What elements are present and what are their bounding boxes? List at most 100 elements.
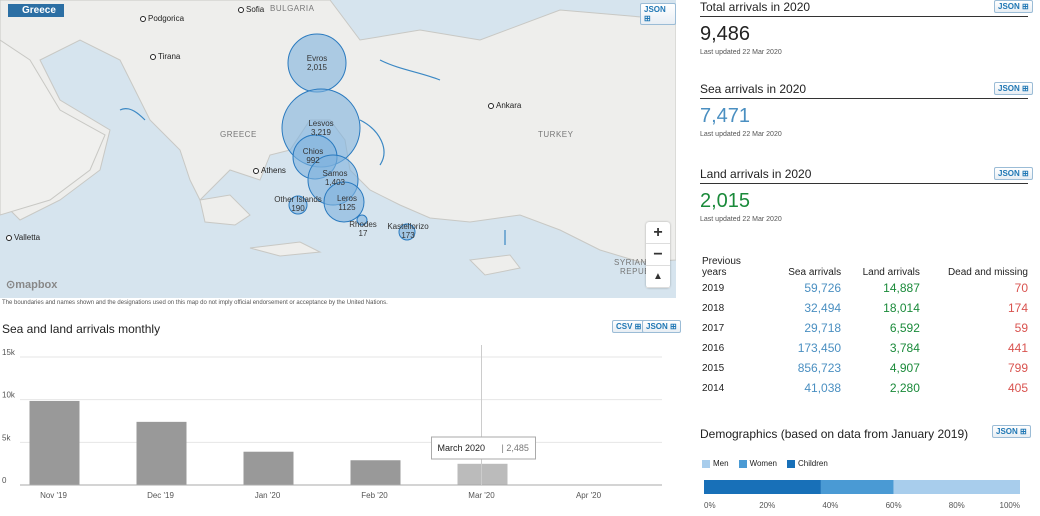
x-tick-label: Nov '19 <box>40 491 67 500</box>
region-greece: GREECE <box>220 130 257 139</box>
table-row: 2014 41,038 2,280 405 <box>700 378 1030 398</box>
bar-4 <box>457 463 508 485</box>
bubble-kastellorizo <box>398 223 416 241</box>
legend-men: Men <box>702 459 729 468</box>
cell-land: 14,887 <box>883 281 920 295</box>
monthly-bar-chart: 0 5k 10k 15k Nov '19 Dec '19 Jan '20 Feb '20 Mar… <box>2 345 662 500</box>
city-sofia: Sofia <box>238 5 264 14</box>
compass-icon[interactable]: ▲ <box>646 266 670 288</box>
demographics-legend: Men Women Children <box>702 459 828 468</box>
bubble-label-leros: Leros 1125 <box>336 194 358 212</box>
sea-arrivals-title: Sea arrivals in 2020 <box>700 82 1028 99</box>
sea-arrivals-block: Sea arrivals in 2020 7,471 Last updated … <box>700 82 1028 138</box>
cell-year: 2016 <box>702 342 725 354</box>
bubble-label-chios: Chios 992 <box>302 147 324 165</box>
total-arrivals-block: Total arrivals in 2020 9,486 Last update… <box>700 0 1028 56</box>
demo-segment-men <box>893 480 1020 494</box>
x-tick-label: Apr '20 <box>576 491 602 500</box>
y-tick-label: 5k <box>2 433 11 442</box>
map-json-button[interactable]: JSON ⊞ <box>640 3 676 25</box>
tooltip-text: March 2020 <box>438 443 486 453</box>
legend-children: Children <box>786 459 828 468</box>
x-tick-label: Feb '20 <box>361 491 388 500</box>
zoom-control: + − ▲ <box>646 222 670 288</box>
demo-segment-women <box>820 480 894 494</box>
bar-0 <box>29 400 80 485</box>
bubble-other-islands <box>288 195 308 215</box>
y-tick-label: 10k <box>2 391 16 400</box>
total-arrivals-value: 9,486 <box>700 23 751 45</box>
cell-sea: 59,726 <box>804 281 842 295</box>
table-row: 2019 59,726 14,887 70 <box>700 278 1030 298</box>
demo-axis-label: 0% <box>704 501 716 510</box>
table-row: 2017 29,718 6,592 59 <box>700 318 1030 338</box>
col-header-land: Land arrivals <box>862 267 920 278</box>
demo-axis-label: 60% <box>886 501 902 510</box>
cell-dead: 59 <box>1014 321 1028 335</box>
city-valletta: Valletta <box>6 233 40 242</box>
table-row: 2015 856,723 4,907 799 <box>700 358 1030 378</box>
col-header-sea: Sea arrivals <box>788 267 842 278</box>
land-json-button[interactable]: JSON ⊞ <box>994 167 1033 180</box>
monthly-json-button[interactable]: JSON ⊞ <box>642 320 681 333</box>
demographics-bar <box>704 480 1020 494</box>
cell-dead: 799 <box>1007 361 1028 375</box>
bar-1 <box>136 421 187 485</box>
sea-arrivals-value: 7,471 <box>700 105 751 127</box>
zoom-out-button[interactable]: − <box>646 244 670 266</box>
cell-sea: 41,038 <box>804 381 842 395</box>
cell-land: 4,907 <box>889 361 920 375</box>
monthly-csv-button[interactable]: CSV ⊞ <box>612 320 646 333</box>
cell-dead: 70 <box>1014 281 1028 295</box>
sea-arrivals-updated: Last updated 22 Mar 2020 <box>700 131 782 138</box>
cell-year: 2017 <box>702 322 725 334</box>
cell-sea: 856,723 <box>797 361 842 375</box>
tooltip-value: | 2,485 <box>502 443 529 453</box>
x-tick-label: Jan '20 <box>255 491 281 500</box>
city-athens: Athens <box>253 166 286 175</box>
col-header-year: Previous years <box>702 256 741 278</box>
y-tick-label: 15k <box>2 348 16 357</box>
cell-land: 6,592 <box>889 321 920 335</box>
bubble-rhodes <box>356 214 368 226</box>
col-header-dead: Dead and missing <box>947 267 1028 278</box>
cell-year: 2018 <box>702 302 725 314</box>
demographics-json-button[interactable]: JSON ⊞ <box>992 425 1031 438</box>
bubble-label-other-islands: Other Islands 190 <box>274 195 322 213</box>
demo-axis-label: 20% <box>759 501 775 510</box>
bubble-label-rhodes: Rhodes 17 <box>349 220 377 238</box>
cell-sea: 29,718 <box>804 321 842 335</box>
cell-sea: 32,494 <box>804 301 842 315</box>
bubble-label-kastellorizo: Kastellorizo 173 <box>387 222 429 240</box>
bubble-label-lesvos: Lesvos 3,219 <box>308 119 334 137</box>
demo-axis-label: 100% <box>1000 501 1020 510</box>
city-ankara: Ankara <box>488 101 521 110</box>
table-row: 2018 32,494 18,014 174 <box>700 298 1030 318</box>
legend-women: Women <box>738 459 777 468</box>
cell-dead: 174 <box>1007 301 1028 315</box>
demo-segment-children <box>704 480 821 494</box>
cell-land: 18,014 <box>883 301 920 315</box>
demo-axis-label: 40% <box>822 501 838 510</box>
x-tick-label: Dec '19 <box>147 491 174 500</box>
cell-dead: 405 <box>1007 381 1028 395</box>
city-tirana: Tirana <box>150 52 180 61</box>
total-arrivals-title: Total arrivals in 2020 <box>700 0 1028 17</box>
land-arrivals-title: Land arrivals in 2020 <box>700 167 1028 184</box>
monthly-chart-title: Sea and land arrivals monthly <box>2 322 161 336</box>
previous-years-table: Previous years Sea arrivals Land arrival… <box>700 256 1030 398</box>
sea-json-button[interactable]: JSON ⊞ <box>994 82 1033 95</box>
cell-land: 2,280 <box>889 381 920 395</box>
bubble-label-evros: Evros 2,015 <box>306 54 328 72</box>
zoom-in-button[interactable]: + <box>646 222 670 244</box>
cell-sea: 173,450 <box>797 341 842 355</box>
arrivals-map[interactable]: Greece JSON ⊞ Podgorica Sofia Tirana Ank… <box>0 0 676 298</box>
cell-year: 2019 <box>702 282 725 294</box>
cell-land: 3,784 <box>889 341 920 355</box>
bubble-label-samos: Samos 1,403 <box>322 169 348 187</box>
country-tag[interactable]: Greece <box>8 4 64 17</box>
region-turkey: TURKEY <box>538 130 574 139</box>
map-disclaimer: The boundaries and names shown and the d… <box>2 300 388 306</box>
cell-dead: 441 <box>1007 341 1028 355</box>
total-json-button[interactable]: JSON ⊞ <box>994 0 1033 13</box>
